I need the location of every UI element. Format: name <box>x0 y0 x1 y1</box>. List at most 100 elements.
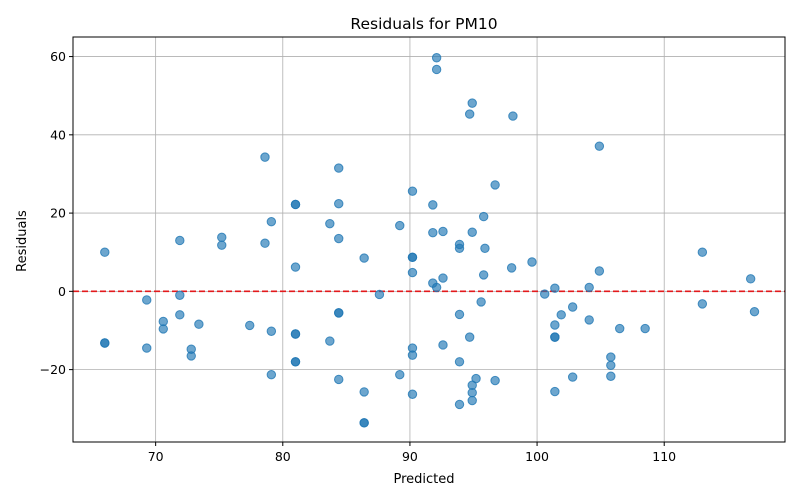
data-point <box>142 343 152 353</box>
data-point <box>359 387 369 397</box>
data-point <box>395 220 405 231</box>
data-point <box>506 263 517 273</box>
y-tick-label: 20 <box>50 206 66 221</box>
data-point <box>749 306 760 317</box>
data-point <box>359 253 369 263</box>
data-point <box>697 299 708 309</box>
data-point <box>260 152 270 162</box>
data-point <box>290 199 301 210</box>
data-point <box>407 267 418 278</box>
data-point <box>478 211 489 222</box>
data-point <box>290 357 301 367</box>
y-tick-label: 60 <box>50 49 66 64</box>
data-point <box>480 243 490 254</box>
data-point <box>438 273 448 283</box>
data-point <box>100 247 110 257</box>
data-point <box>334 374 344 385</box>
data-point <box>476 297 486 307</box>
chart-title: Residuals for PM10 <box>350 15 497 33</box>
data-point <box>334 308 344 318</box>
data-point <box>467 227 477 237</box>
data-point <box>615 323 625 334</box>
data-point <box>567 372 578 382</box>
data-point <box>471 373 481 384</box>
data-point <box>550 386 560 397</box>
data-point <box>158 324 168 334</box>
data-point <box>260 238 270 248</box>
data-point <box>334 198 344 209</box>
data-point <box>640 323 650 334</box>
data-point <box>594 266 605 276</box>
y-tick-label: 0 <box>58 284 66 299</box>
scatter-points <box>100 53 760 428</box>
data-point <box>374 289 385 300</box>
data-point <box>490 180 500 190</box>
data-point <box>606 371 616 381</box>
data-point <box>454 357 465 367</box>
y-tick-label: 40 <box>50 127 66 142</box>
data-point <box>186 351 196 361</box>
data-point <box>606 352 616 362</box>
x-tick-label: 80 <box>275 449 291 464</box>
x-tick-label: 70 <box>148 449 164 464</box>
data-point <box>584 315 594 325</box>
data-point <box>567 302 578 312</box>
data-point <box>490 375 500 386</box>
data-point <box>175 310 185 320</box>
data-point <box>395 369 405 380</box>
data-point <box>407 252 418 263</box>
x-tick-label: 90 <box>402 449 418 464</box>
data-point <box>290 262 301 272</box>
data-point <box>325 336 335 346</box>
data-point <box>467 98 477 108</box>
data-point <box>556 310 566 320</box>
data-point <box>217 240 227 250</box>
axis-ticks: 70 80 90 100 110 −20 0 20 40 60 <box>40 49 677 464</box>
data-point <box>142 295 152 305</box>
data-point <box>266 326 277 336</box>
data-point <box>454 309 465 320</box>
data-point <box>540 289 550 299</box>
data-point <box>438 226 448 237</box>
data-point <box>175 235 185 246</box>
data-point <box>325 218 335 229</box>
data-point <box>606 360 616 371</box>
data-point <box>428 200 438 210</box>
data-point <box>290 329 301 339</box>
data-point <box>359 418 369 428</box>
data-point <box>245 320 255 331</box>
x-axis-label: Predicted <box>393 472 454 487</box>
data-point <box>407 350 418 360</box>
data-point <box>438 340 448 350</box>
plot-frame <box>72 36 786 443</box>
data-point <box>431 282 442 293</box>
data-point <box>745 274 756 284</box>
data-point <box>467 395 477 406</box>
data-point <box>175 290 185 300</box>
data-point <box>194 319 204 329</box>
data-point <box>454 243 465 254</box>
x-tick-label: 110 <box>652 449 676 464</box>
data-point <box>428 227 438 238</box>
data-point <box>266 216 277 227</box>
data-point <box>584 282 594 293</box>
data-point <box>508 111 518 121</box>
data-point <box>100 338 110 348</box>
data-point <box>550 332 560 342</box>
data-point <box>478 270 489 280</box>
data-point <box>697 247 708 257</box>
data-point <box>527 257 537 267</box>
data-point <box>464 332 475 342</box>
y-axis-label: Residuals <box>15 210 30 272</box>
data-point <box>266 369 277 380</box>
data-point <box>550 283 560 293</box>
y-tick-label: −20 <box>40 362 66 377</box>
data-point <box>550 320 560 330</box>
data-point <box>594 141 605 151</box>
data-point <box>334 163 344 173</box>
data-point <box>334 233 344 244</box>
data-point <box>464 109 475 119</box>
data-point <box>217 232 227 243</box>
